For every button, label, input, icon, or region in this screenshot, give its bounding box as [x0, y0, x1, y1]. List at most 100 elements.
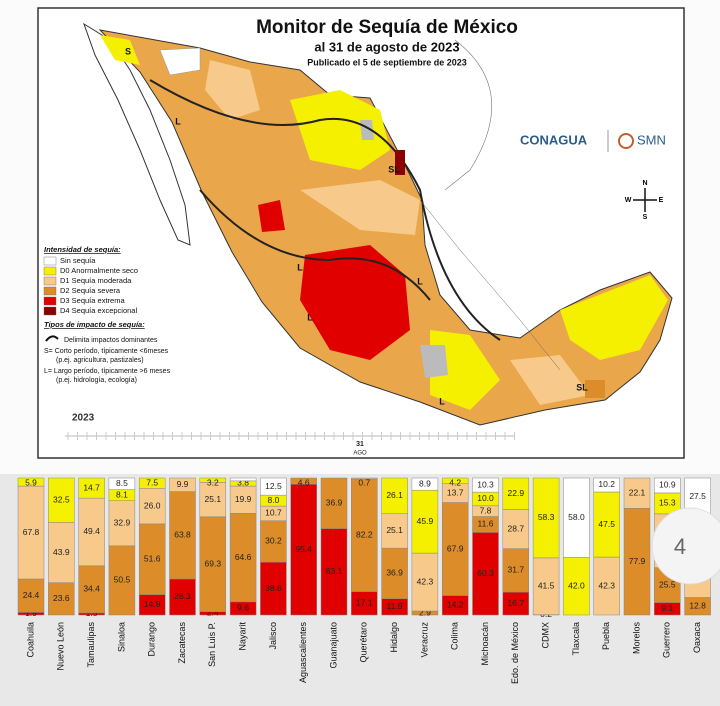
data-label: 64.6 [235, 552, 252, 562]
data-label: 11.6 [478, 519, 494, 529]
impact-line: S= Corto período, típicamente <6meses [44, 348, 169, 355]
region-label: L [417, 276, 423, 286]
data-label: 1.5 [86, 608, 98, 618]
data-label: 26.0 [144, 500, 161, 510]
data-label: 47.5 [598, 519, 615, 529]
legend-label: D4 Sequía excepcional [60, 306, 137, 315]
bar-segment [290, 477, 317, 485]
compass-w: W [625, 197, 632, 204]
bar-segment [623, 477, 651, 509]
data-label: 0.7 [358, 477, 370, 487]
legend-label: Sin sequía [60, 256, 96, 265]
data-label: 15.3 [659, 498, 676, 508]
bar-segment [48, 522, 75, 583]
data-label: 8.0 [267, 495, 279, 505]
impact-line: Delimita impactos dominantes [64, 337, 158, 344]
region-label: L [175, 116, 181, 126]
data-label: 9.9 [177, 479, 189, 489]
data-label: 49.4 [83, 526, 100, 536]
timeline-day: 31 [356, 441, 364, 448]
bar-segment [260, 520, 287, 563]
bar-segment [351, 478, 378, 592]
data-label: 8.5 [116, 478, 128, 488]
bar-segment [138, 488, 166, 525]
data-label: 22.9 [508, 488, 525, 498]
bar-segment [48, 477, 75, 523]
bar-segment [502, 477, 530, 510]
bar-segment [320, 528, 348, 616]
region-label: L [297, 262, 303, 272]
bar-segment [260, 477, 287, 496]
legend-swatch [43, 296, 57, 306]
bar-segment [563, 477, 590, 558]
x-tick-label: Oaxaca [692, 622, 702, 653]
data-label: 95.4 [295, 544, 312, 554]
data-label: 7.5 [146, 477, 158, 487]
bar-segment [17, 578, 45, 613]
data-label: 58.0 [568, 512, 585, 522]
region-label: SL [388, 164, 400, 174]
bar-chart: 1.9 24.4 67.8 5.9 Coahuila 23.6 43.9 32.5 Nuevo … [17, 477, 711, 684]
data-label: 14.2 [447, 600, 464, 610]
legend-label: D1 Sequía moderada [60, 276, 132, 285]
bar-segment [381, 477, 408, 515]
logo-smn: SMN [637, 132, 666, 147]
bar-segment [441, 502, 469, 596]
data-label: 23.6 [53, 593, 70, 603]
bar-segment [532, 557, 560, 615]
bar-segment [593, 556, 620, 616]
data-label: 5.9 [25, 477, 37, 487]
legend-swatch [43, 266, 57, 276]
bar-segment [78, 477, 105, 499]
bar-segment [229, 513, 257, 603]
data-label: 13.7 [447, 487, 464, 497]
data-label: 26.3 [174, 591, 191, 601]
data-label: 2.4 [207, 608, 219, 618]
bar-segment [502, 548, 530, 593]
x-tick-label: Nuevo León [56, 622, 66, 671]
x-tick-label: Colima [450, 622, 460, 650]
x-tick-label: Sinaloa [116, 622, 126, 652]
data-label: 10.7 [265, 508, 282, 518]
bar-segment [532, 477, 560, 559]
timeline-year: 2023 [72, 413, 95, 424]
data-label: 4.2 [449, 477, 461, 487]
logo-conagua: CONAGUA [520, 132, 588, 147]
bar-segment [138, 477, 166, 489]
data-label: 25.1 [205, 494, 222, 504]
data-label: 45.9 [417, 516, 434, 526]
data-label: 8.9 [419, 478, 431, 488]
bar-segment [563, 557, 590, 616]
region-label: L [307, 312, 313, 322]
bar-segment [199, 477, 227, 483]
impact-line: L= Largo período, típicamente >6 meses [44, 368, 171, 375]
legend-swatch [43, 276, 57, 286]
x-tick-label: Nayarit [237, 622, 247, 651]
legend-label: D3 Sequía extrema [60, 296, 125, 305]
bar-segment [169, 491, 196, 580]
region-label: S [125, 46, 131, 56]
bar-segment [654, 477, 681, 494]
impact-line: (p.ej. hidrología, ecología) [56, 377, 137, 384]
bar-segment [381, 513, 408, 549]
x-tick-label: Morelos [631, 622, 641, 655]
bar-segment [199, 516, 227, 612]
data-label: 31.7 [508, 565, 525, 575]
data-label: 10.3 [477, 479, 494, 489]
x-tick-label: Puebla [601, 622, 611, 650]
map-subtitle: al 31 de agosto de 2023 [314, 39, 459, 54]
bar-segment [472, 477, 499, 493]
data-label: 19.9 [235, 494, 252, 504]
bar-segment [441, 477, 469, 485]
x-tick-label: Michoacán [480, 622, 490, 666]
data-label: 3.2 [207, 477, 219, 487]
data-label: 9.6 [237, 603, 249, 613]
data-label: 28.7 [508, 523, 525, 533]
data-label: 42.3 [598, 580, 615, 590]
mexico-map [83, 22, 673, 426]
data-label: 63.8 [174, 530, 191, 540]
map-published: Publicado el 5 de septiembre de 2023 [307, 57, 467, 67]
